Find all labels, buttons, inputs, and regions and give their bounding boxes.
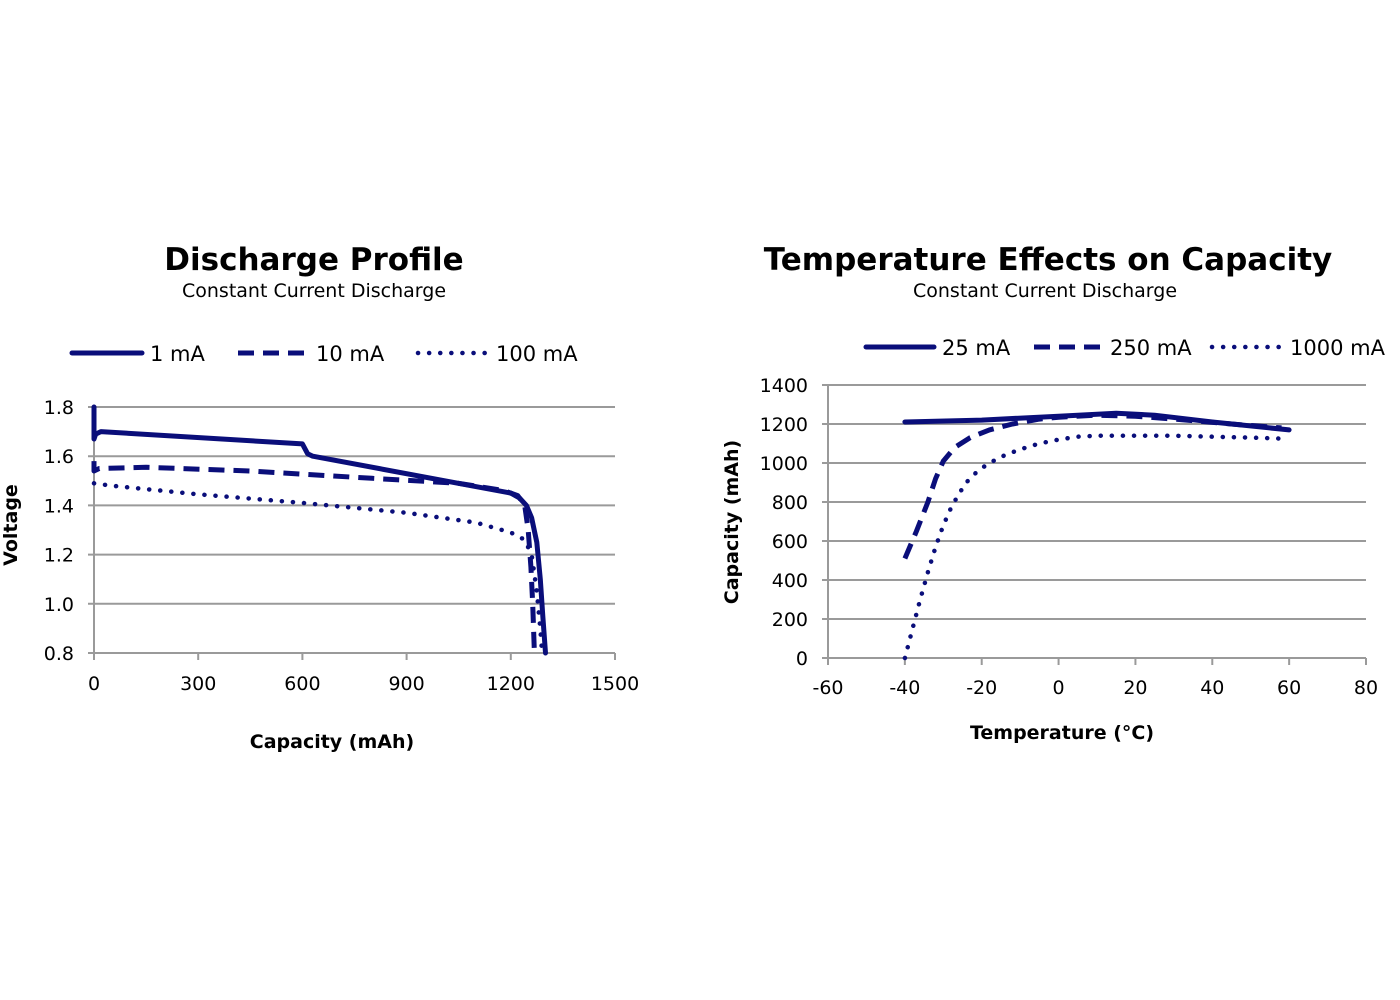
gridlines <box>822 384 1366 659</box>
x-tick-label: 20 <box>1123 677 1147 699</box>
legend-label: 25 mA <box>942 336 1011 360</box>
y-tick-label: 1.4 <box>44 495 74 517</box>
y-tick-label: 1.6 <box>44 446 74 468</box>
series-line-1000-ma <box>902 433 1284 661</box>
y-tick-labels: 0.8 1.0 1.2 1.4 1.6 1.8 <box>44 397 74 665</box>
legend-label: 100 mA <box>496 342 578 366</box>
x-tick-label: 0 <box>88 673 100 695</box>
y-tick-label: 1000 <box>760 453 808 475</box>
axes <box>827 385 1367 665</box>
x-tick-label: -20 <box>966 677 997 699</box>
series-line-1-ma <box>91 404 548 656</box>
x-tick-label: 40 <box>1200 677 1224 699</box>
chart-title: Temperature Effects on Capacity <box>764 242 1333 278</box>
chart-title: Discharge Profile <box>164 242 463 278</box>
x-tick-label: 0 <box>1053 677 1065 699</box>
x-axis-title: Capacity (mAh) <box>250 731 414 753</box>
y-tick-label: 0.8 <box>44 643 74 665</box>
x-tick-label: 300 <box>180 673 216 695</box>
y-axis-title: Capacity (mAh) <box>721 440 743 604</box>
chart-subtitle: Constant Current Discharge <box>913 280 1177 302</box>
y-tick-label: 800 <box>772 492 808 514</box>
x-tick-label: 600 <box>284 673 320 695</box>
y-tick-label: 0 <box>796 648 808 670</box>
x-tick-label: 1500 <box>591 673 639 695</box>
chart-subtitle: Constant Current Discharge <box>182 280 446 302</box>
axes <box>93 407 616 660</box>
series-line-100-ma <box>91 481 545 656</box>
y-tick-label: 200 <box>772 609 808 631</box>
legend: 1 mA 10 mA 100 mA <box>69 342 578 366</box>
temperature-effects-chart: Temperature Effects on Capacity Constant… <box>721 242 1386 744</box>
legend-label: 250 mA <box>1110 336 1192 360</box>
y-tick-label: 1400 <box>760 375 808 397</box>
x-tick-label: 80 <box>1354 677 1378 699</box>
series-lines <box>902 410 1292 661</box>
y-axis-title: Voltage <box>0 484 22 566</box>
x-tick-label: -40 <box>889 677 920 699</box>
y-tick-label: 400 <box>772 570 808 592</box>
x-tick-labels: -60 -40 -20 0 20 40 60 80 <box>812 677 1378 699</box>
y-tick-label: 1.0 <box>44 594 74 616</box>
y-tick-label: 1.8 <box>44 397 74 419</box>
x-tick-label: 60 <box>1277 677 1301 699</box>
legend-label: 10 mA <box>316 342 385 366</box>
y-tick-label: 1.2 <box>44 545 74 567</box>
legend: 25 mA 250 mA 1000 mA <box>863 336 1386 360</box>
y-tick-labels: 0 200 400 600 800 1000 1200 1400 <box>760 375 808 670</box>
legend-label: 1 mA <box>150 342 205 366</box>
y-tick-label: 600 <box>772 531 808 553</box>
x-tick-label: -60 <box>812 677 843 699</box>
series-line-10-ma <box>91 461 537 654</box>
legend-label: 1000 mA <box>1290 336 1386 360</box>
x-axis-title: Temperature (°C) <box>970 722 1154 744</box>
discharge-profile-chart: Discharge Profile Constant Current Disch… <box>0 242 639 753</box>
series-lines <box>91 404 548 656</box>
x-tick-label: 1200 <box>487 673 535 695</box>
series-line-250-ma <box>902 412 1282 560</box>
x-tick-labels: 0 300 600 900 1200 1500 <box>88 673 639 695</box>
y-tick-label: 1200 <box>760 414 808 436</box>
x-tick-label: 900 <box>388 673 424 695</box>
